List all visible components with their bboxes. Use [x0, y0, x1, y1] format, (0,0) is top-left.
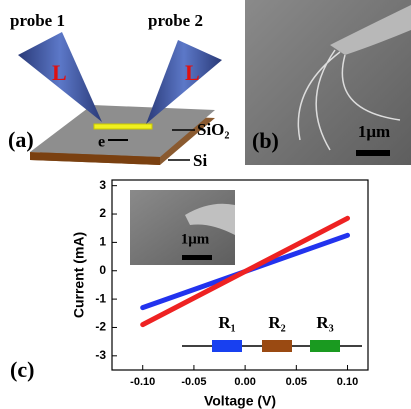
y-tick-label: 2 [99, 206, 106, 220]
label: SiO₂ [197, 120, 230, 139]
nanowire [94, 124, 152, 129]
x-tick-label: 0.05 [286, 376, 307, 388]
label: probe 1 [10, 11, 65, 30]
y-tick-label: -3 [95, 348, 106, 362]
oxide-layer [30, 105, 215, 157]
figure: probe 1 probe 2 L L (a) e SiO₂ Si (b) 1μ… [0, 0, 411, 409]
panel-label: (b) [252, 128, 279, 153]
y-tick-label: -2 [95, 320, 106, 334]
y-axis-label: Current (mA) [71, 232, 87, 318]
scale-bar [182, 255, 212, 260]
label: R₃ [316, 313, 333, 332]
y-tick-label: -1 [95, 291, 106, 305]
x-tick-label: 0.10 [337, 376, 358, 388]
label: L [52, 60, 67, 85]
y-tick-label: 1 [99, 235, 106, 249]
scale-label: 1μm [358, 122, 390, 141]
x-axis-label: Voltage (V) [204, 393, 276, 409]
label: L [185, 60, 200, 85]
resistor [310, 340, 340, 352]
label: R₂ [268, 313, 285, 332]
label: probe 2 [148, 11, 203, 30]
y-tick-label: 3 [99, 178, 106, 192]
x-tick-label: -0.10 [130, 376, 155, 388]
label: R₁ [218, 313, 235, 332]
scale-label: 1μm [181, 231, 210, 247]
panel-label: (a) [8, 127, 34, 152]
x-tick-label: -0.05 [181, 376, 206, 388]
y-tick-label: 0 [99, 263, 106, 277]
resistor [262, 340, 292, 352]
x-tick-label: 0.00 [234, 376, 255, 388]
label: e [98, 134, 105, 151]
page: {"panel_a": {"probe_left": "probe 1", "p… [0, 0, 411, 409]
panel-label: (c) [10, 357, 34, 382]
scale-bar [356, 150, 390, 156]
resistor [212, 340, 242, 352]
label: Si [193, 151, 207, 170]
